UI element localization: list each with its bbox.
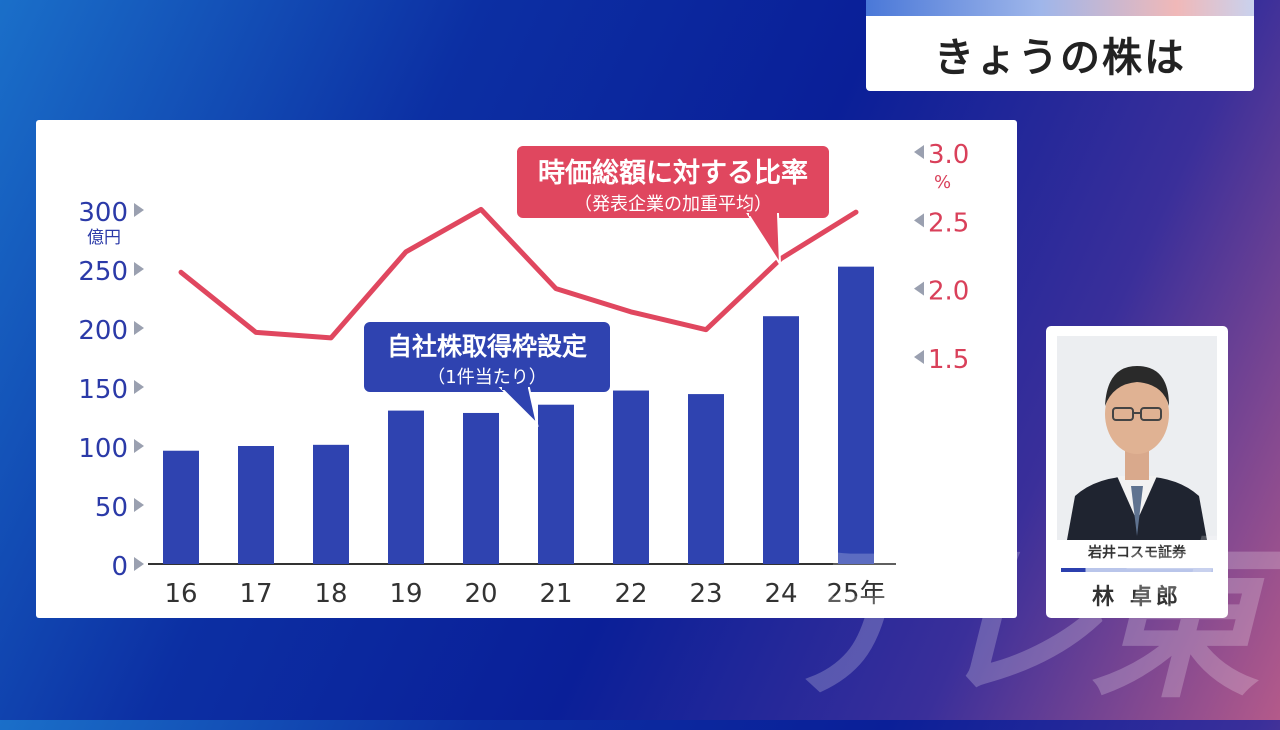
x-axis-tick-label: 17 — [239, 579, 272, 609]
channel-watermark: テレ東 — [770, 484, 1250, 730]
left-axis-tick-label: 0 — [111, 552, 128, 582]
left-axis-tick-label: 300 — [78, 198, 128, 228]
right-axis-tick-label: 3.0 — [928, 140, 969, 170]
right-axis-tick-label: 2.0 — [928, 277, 969, 307]
right-axis-tick-marker — [914, 282, 924, 296]
x-axis-tick-label: 19 — [389, 579, 422, 609]
title-accent-bar — [866, 0, 1254, 16]
bar-callout-subtitle: （1件当たり） — [364, 363, 610, 389]
right-axis-tick-label: 1.5 — [928, 345, 969, 375]
x-axis-tick-label: 22 — [614, 579, 647, 609]
left-axis-tick-marker — [134, 439, 144, 453]
x-axis-tick-label: 23 — [689, 579, 722, 609]
x-axis-tick-label: 18 — [314, 579, 347, 609]
bar — [538, 405, 574, 564]
bar-callout: 自社株取得枠設定 （1件当たり） — [362, 320, 612, 394]
bar-callout-tail — [495, 386, 545, 428]
left-axis-tick-label: 200 — [78, 316, 128, 346]
x-axis-tick-label: 16 — [164, 579, 197, 609]
segment-title: きょうの株は — [866, 16, 1254, 91]
bar — [613, 391, 649, 564]
bar — [463, 413, 499, 564]
left-axis-tick-marker — [134, 380, 144, 394]
left-axis-tick-marker — [134, 203, 144, 217]
line-callout-tail — [740, 212, 790, 268]
left-axis-tick-marker — [134, 262, 144, 276]
left-axis-unit: 億円 — [87, 228, 121, 248]
line-callout-title: 時価総額に対する比率 — [517, 151, 829, 190]
left-axis-tick-label: 150 — [78, 375, 128, 405]
right-axis-tick-marker — [914, 350, 924, 364]
left-axis-tick-marker — [134, 498, 144, 512]
left-axis-tick-label: 250 — [78, 257, 128, 287]
bar — [163, 451, 199, 564]
left-axis-tick-label: 50 — [95, 493, 128, 523]
x-axis-tick-label: 21 — [539, 579, 572, 609]
right-axis-unit: % — [934, 172, 951, 193]
bar-callout-title: 自社株取得枠設定 — [364, 327, 610, 363]
left-axis-tick-marker — [134, 557, 144, 571]
left-axis-tick-label: 100 — [78, 434, 128, 464]
bar — [688, 394, 724, 564]
right-axis-tick-marker — [914, 213, 924, 227]
bar — [313, 445, 349, 564]
right-axis-tick-label: 2.5 — [928, 208, 969, 238]
line-callout: 時価総額に対する比率 （発表企業の加重平均） — [515, 144, 831, 220]
right-axis-tick-marker — [914, 145, 924, 159]
left-axis-tick-marker — [134, 321, 144, 335]
bar — [238, 446, 274, 564]
x-axis-tick-label: 20 — [464, 579, 497, 609]
bar — [388, 411, 424, 564]
